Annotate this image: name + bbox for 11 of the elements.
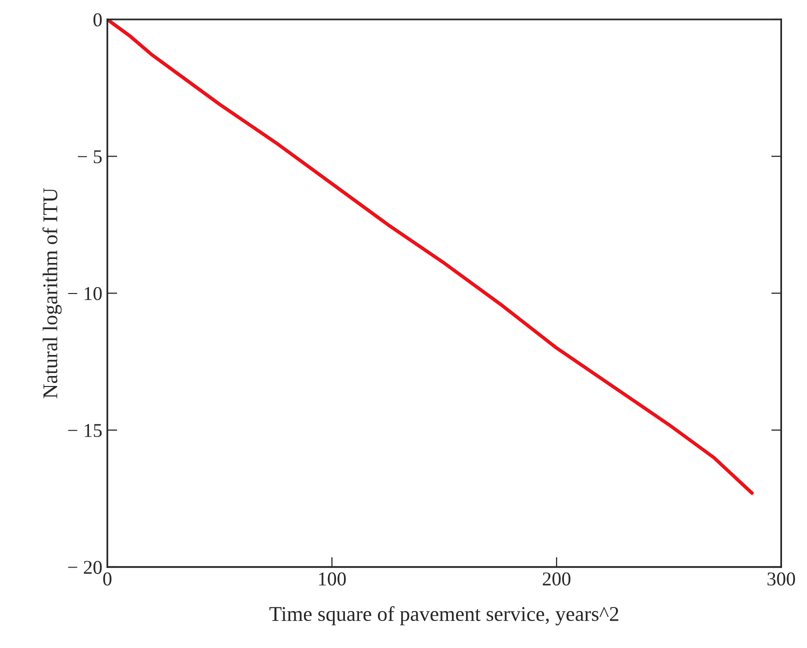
x-axis-title: Time square of pavement service, years^2 <box>269 606 618 626</box>
y-tick-label: 0 <box>93 13 102 26</box>
y-tick-label: − 20 <box>68 560 102 574</box>
y-tick-label: − 10 <box>68 287 102 300</box>
y-tick-label: − 5 <box>78 150 102 164</box>
x-tick-label: 300 <box>768 572 796 586</box>
x-tick-label: 0 <box>103 572 112 586</box>
x-tick-label: 200 <box>542 572 570 586</box>
x-tick-label: 100 <box>319 572 346 586</box>
y-axis-title: Natural logarithm of ITU <box>42 188 62 398</box>
y-tick-label: − 15 <box>68 424 102 438</box>
